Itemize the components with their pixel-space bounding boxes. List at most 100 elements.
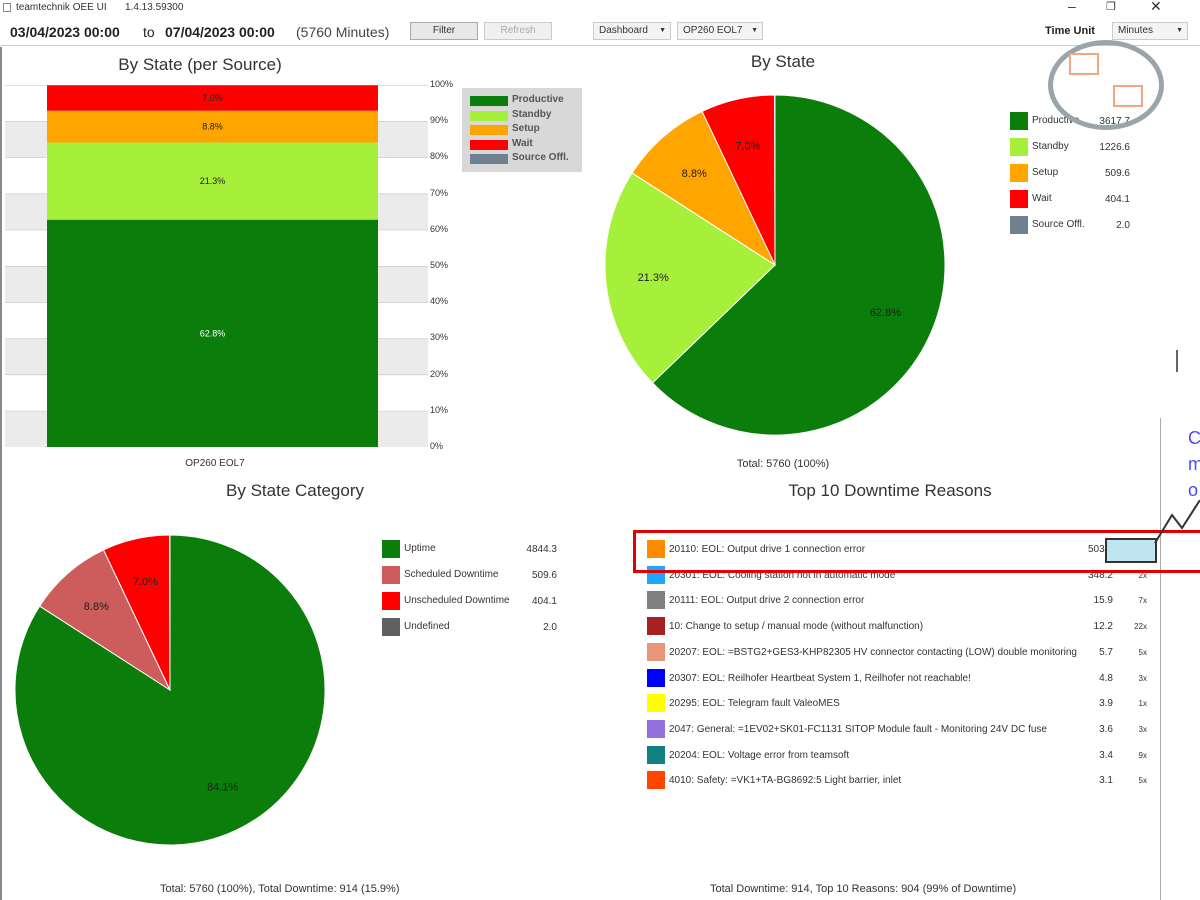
minimize-icon[interactable]: – xyxy=(1068,0,1076,14)
bar-segment-setup[interactable] xyxy=(47,110,378,143)
legend-label: Standby xyxy=(1032,141,1069,152)
pie-data-label: 7.0% xyxy=(133,576,158,588)
bar-data-label: 8.8% xyxy=(202,122,223,132)
legend-swatch xyxy=(382,566,400,584)
pie-slice-productive[interactable] xyxy=(651,94,946,436)
legend-swatch xyxy=(470,139,508,150)
scrollbar-handle[interactable] xyxy=(1176,350,1178,372)
legend-item[interactable]: Wait xyxy=(470,138,580,151)
close-icon[interactable]: ✕ xyxy=(1150,0,1162,14)
legend-swatch xyxy=(382,540,400,558)
divider xyxy=(1160,418,1161,900)
reason-color-swatch xyxy=(647,591,665,610)
restore-icon[interactable]: ❐ xyxy=(1106,1,1116,13)
date-to[interactable]: 07/04/2023 00:00 xyxy=(165,24,275,40)
reason-count: 3x xyxy=(1138,673,1147,683)
monitor-icon xyxy=(1069,53,1099,75)
legend-item[interactable]: Undefined 2.0 xyxy=(382,618,557,644)
pie-data-label: 8.8% xyxy=(84,601,109,613)
downtime-reason-row[interactable]: 4010: Safety: =VK1+TA-BG8692:5 Light bar… xyxy=(645,771,1155,791)
y-tick-label: 80% xyxy=(430,151,449,162)
y-axis: 0% 10% 20% 30% 40% 50% 60% 70% 80% 90% 100% xyxy=(380,79,460,451)
bar-data-label: 7.0% xyxy=(202,93,223,103)
downtime-reason-row[interactable]: 20204: EOL: Voltage error from teamsoft 3… xyxy=(645,745,1155,766)
legend-item[interactable]: Source Offl. 2.0 xyxy=(1010,216,1130,242)
legend-item[interactable]: Setup 509.6 xyxy=(1010,164,1130,190)
legend-item[interactable]: Setup xyxy=(470,123,580,136)
y-tick-label: 100% xyxy=(430,79,454,89)
date-from[interactable]: 03/04/2023 00:00 xyxy=(10,24,120,40)
left-border xyxy=(0,47,2,900)
bar-chart-svg: 62.8% 21.3% 8.8% 7.0% xyxy=(5,84,428,447)
downtime-reason-row[interactable]: 2047: General: =1EV02+SK01-FC1131 SITOP … xyxy=(645,719,1155,740)
downtime-reason-row[interactable]: 20295: EOL: Telegram fault ValeoMES 3.9 1x xyxy=(645,694,1155,714)
pie-by-state-category-legend: Uptime 4844.3 Scheduled Downtime 509.6 Unsch… xyxy=(382,540,557,644)
pie-slice-standby[interactable] xyxy=(604,172,776,384)
legend-swatch xyxy=(1010,112,1028,130)
app-icon xyxy=(3,3,11,12)
legend-swatch xyxy=(470,110,508,121)
legend-value: 509.6 xyxy=(1104,168,1130,179)
legend-item[interactable]: Wait 404.1 xyxy=(1010,190,1130,216)
reason-duration: 3.1 xyxy=(1099,775,1113,787)
y-tick-label: 60% xyxy=(430,223,449,234)
callout-box xyxy=(1105,538,1157,563)
pie-by-state-legend: Productive 3617.7 Standby 1226.6 Setup 509.6 W… xyxy=(1010,112,1130,242)
time-unit-dropdown[interactable]: Minutes ▼ xyxy=(1112,22,1188,40)
chart-title-top-10-downtime: Top 10 Downtime Reasons xyxy=(788,481,992,500)
reason-duration: 4.8 xyxy=(1099,672,1113,684)
legend-item[interactable]: Productive xyxy=(470,94,580,107)
reason-duration: 15.9 xyxy=(1093,595,1113,607)
y-tick-label: 90% xyxy=(430,115,449,126)
top10-footer: Total Downtime: 914, Top 10 Reasons: 904… xyxy=(710,883,1017,895)
bar-segment-standby[interactable] xyxy=(47,142,378,220)
legend-item[interactable]: Scheduled Downtime 509.6 xyxy=(382,566,557,592)
pie-data-label: 21.3% xyxy=(638,272,669,284)
reason-color-swatch xyxy=(647,694,665,713)
reason-color-swatch xyxy=(647,642,665,661)
reason-count: 3x xyxy=(1138,724,1147,734)
filter-button[interactable]: Filter xyxy=(410,22,478,40)
view-dropdown[interactable]: Dashboard ▼ xyxy=(593,22,671,40)
reason-duration: 348.2 xyxy=(1087,569,1113,581)
downtime-reason-row[interactable]: 20307: EOL: Reilhofer Heartbeat System 1… xyxy=(645,668,1155,689)
reason-duration: 12.2 xyxy=(1093,621,1113,633)
legend-item[interactable]: Standby xyxy=(470,109,580,122)
reason-color-swatch xyxy=(647,540,665,558)
chart-title-by-state: By State xyxy=(750,52,816,71)
chart-title-by-state-category: By State Category xyxy=(226,481,364,500)
pie-slice-setup[interactable] xyxy=(631,110,777,267)
reason-color-swatch xyxy=(647,745,665,764)
legend-item[interactable]: Uptime 4844.3 xyxy=(382,540,557,566)
highlight-box xyxy=(633,530,1200,573)
reason-duration: 3.4 xyxy=(1099,749,1113,761)
pie-data-label: 62.8% xyxy=(870,307,901,319)
reason-count: 1x xyxy=(1138,699,1147,709)
reason-count: 9x xyxy=(1138,750,1147,760)
reason-label: 20111: EOL: Output drive 2 connection er… xyxy=(669,595,865,607)
bar-segment-productive[interactable] xyxy=(47,219,378,447)
refresh-button[interactable]: Refresh xyxy=(484,22,552,40)
reason-duration: 5.7 xyxy=(1099,646,1113,658)
y-tick-label: 50% xyxy=(430,260,449,270)
title-bar: teamtechnik OEE UI 1.4.13.59300 – ❐ ✕ xyxy=(0,0,1200,16)
downtime-reason-row[interactable]: 20111: EOL: Output drive 2 connection er… xyxy=(645,591,1155,611)
legend-value: 2.0 xyxy=(1116,220,1130,231)
pie-by-state-category-footer: Total: 5760 (100%), Total Downtime: 914 … xyxy=(160,883,400,895)
pie-slice-scheduled-downtime[interactable] xyxy=(38,549,172,692)
chart-title-by-state-per-source: By State (per Source) xyxy=(118,55,282,74)
downtime-reason-row[interactable]: 20207: EOL: =BSTG2+GES3-KHP82305 HV conn… xyxy=(645,642,1155,663)
downtime-reason-row[interactable]: 10: Change to setup / manual mode (witho… xyxy=(645,617,1155,637)
legend-item[interactable]: Unscheduled Downtime 404.1 xyxy=(382,592,557,618)
remote-connection-logo xyxy=(1048,40,1164,130)
reason-label: 2047: General: =1EV02+SK01-FC1131 SITOP … xyxy=(669,723,1047,735)
legend-label: Undefined xyxy=(404,621,450,632)
reason-label: 4010: Safety: =VK1+TA-BG8692:5 Light bar… xyxy=(669,775,902,787)
annotation-line: m xyxy=(1188,454,1200,474)
legend-item[interactable]: Source Offl. xyxy=(470,152,580,165)
reason-duration: 3.9 xyxy=(1099,698,1113,710)
source-dropdown[interactable]: OP260 EOL7 ▼ xyxy=(677,22,763,40)
view-value: Dashboard xyxy=(599,25,648,36)
bar-segment-wait[interactable] xyxy=(47,85,378,111)
legend-item[interactable]: Standby 1226.6 xyxy=(1010,138,1130,164)
